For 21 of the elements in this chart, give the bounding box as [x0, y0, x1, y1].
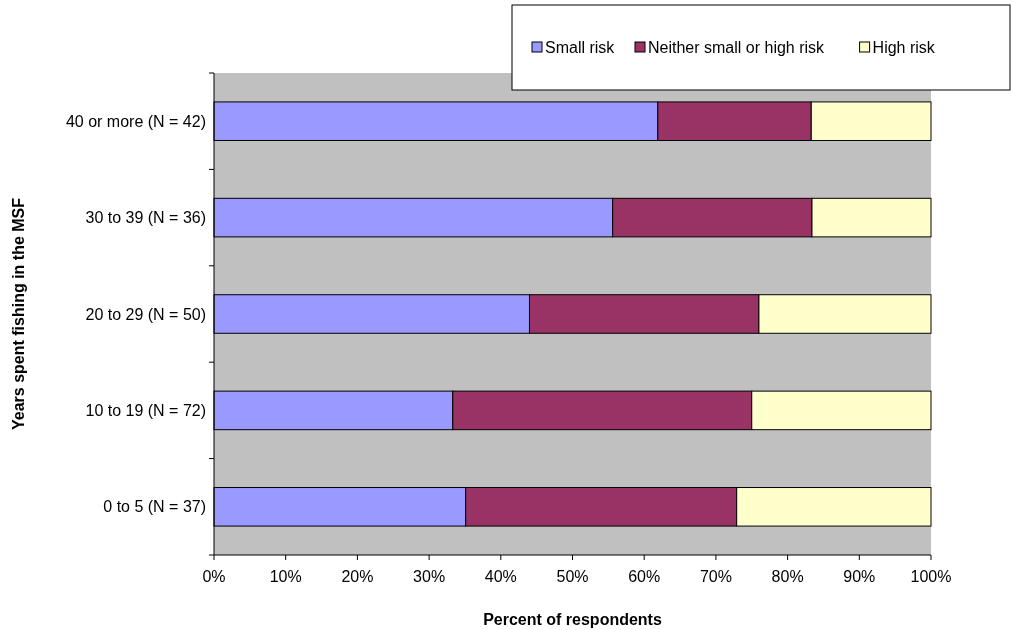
x-tick-label: 70% — [699, 568, 732, 585]
x-tick-label: 0% — [202, 568, 226, 585]
y-tick-label: 40 or more (N = 42) — [65, 112, 206, 130]
x-tick-label: 60% — [628, 568, 661, 585]
legend-label: Neither small or high risk — [648, 39, 826, 56]
legend-label: Small risk — [545, 39, 616, 56]
x-axis-title: Percent of respondents — [483, 611, 662, 628]
y-tick-label: 10 to 19 (N = 72) — [85, 401, 206, 419]
y-tick-label: 0 to 5 (N = 37) — [103, 498, 206, 516]
legend-label: High risk — [872, 39, 936, 56]
y-tick-label: 30 to 39 (N = 36) — [85, 209, 206, 227]
x-tick-label: 100% — [910, 568, 952, 585]
x-tick-label: 50% — [556, 568, 589, 585]
x-tick-label: 90% — [843, 568, 876, 585]
x-tick-label: 30% — [413, 568, 446, 585]
y-axis-title: Years spent fishing in the MSF — [10, 197, 27, 431]
x-tick-label: 40% — [484, 568, 517, 585]
x-tick-label: 10% — [269, 568, 302, 585]
y-tick-label: 20 to 29 (N = 50) — [85, 305, 206, 323]
x-tick-label: 20% — [341, 568, 374, 585]
x-tick-label: 80% — [771, 568, 804, 585]
